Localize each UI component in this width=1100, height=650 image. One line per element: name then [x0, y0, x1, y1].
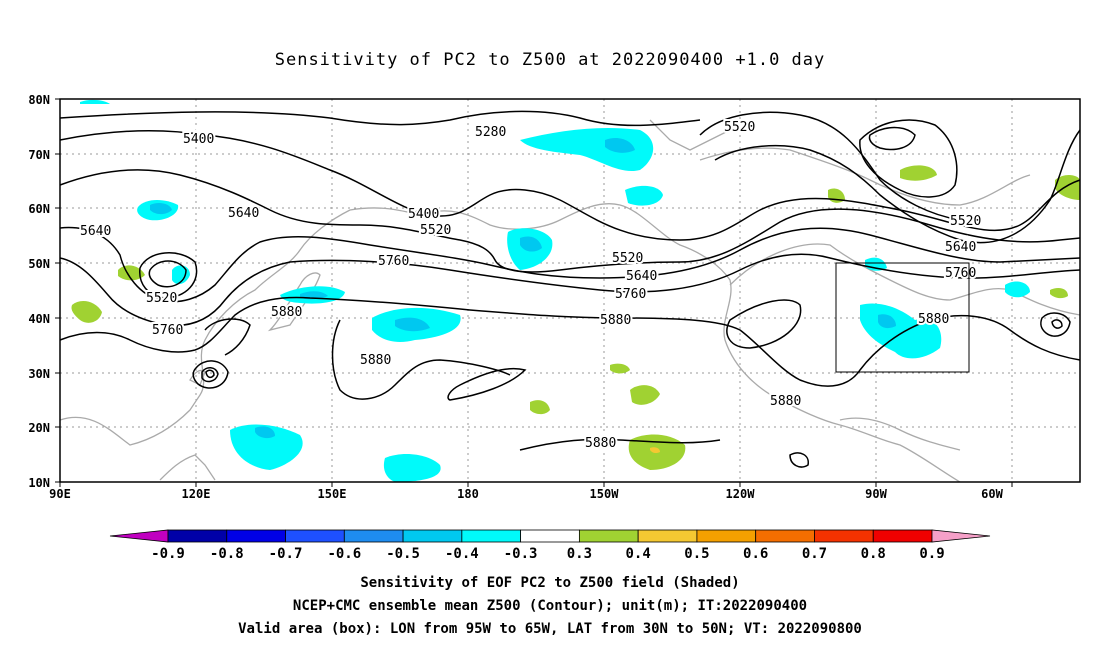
colorbar-end-right	[931, 529, 991, 543]
colorbar-tick-label: -0.8	[210, 546, 244, 562]
contour-label: 5760	[945, 266, 976, 281]
lat-label-40n: 40N	[28, 312, 50, 326]
contour-label: 5520	[724, 120, 755, 135]
contour-label: 5520	[612, 251, 643, 266]
colorbar-segment	[872, 529, 933, 543]
lon-label-120w: 120W	[726, 487, 756, 501]
contour-label: 5640	[228, 206, 259, 221]
gridlines	[60, 99, 1080, 482]
map-area	[60, 99, 1080, 482]
colorbar-tick-label: -0.3	[504, 546, 538, 562]
longitude-labels: 90E 120E 150E 180 150W 120W 90W 60W	[49, 487, 1003, 501]
contour-label: 5880	[360, 353, 391, 368]
contour-label: 5520	[146, 291, 177, 306]
colorbar-tick-label: 0.5	[684, 546, 709, 562]
colorbar-segment	[461, 529, 522, 543]
latitude-labels: 80N 70N 60N 50N 40N 30N 20N 10N	[28, 93, 50, 490]
tick-marks	[55, 98, 1013, 487]
contour-label: 5280	[475, 125, 506, 140]
contour-label: 5880	[918, 312, 949, 327]
colorbar-segment	[343, 529, 404, 543]
colorbar-tick-label: 0.3	[567, 546, 592, 562]
colorbar-tick-label: 0.6	[743, 546, 768, 562]
lat-label-30n: 30N	[28, 367, 50, 381]
contour-label: 5640	[80, 224, 111, 239]
lon-label-90w: 90W	[865, 487, 887, 501]
contour-label: 5880	[585, 436, 616, 451]
colorbar-tick-label: -0.9	[151, 546, 185, 562]
lat-label-10n: 10N	[28, 476, 50, 490]
lat-label-60n: 60N	[28, 202, 50, 216]
colorbar-segment	[285, 529, 345, 543]
sensitivity-shading	[71, 99, 1080, 482]
colorbar-tick-label: 0.4	[626, 546, 651, 562]
lon-label-120e: 120E	[182, 487, 211, 501]
lon-label-60w: 60W	[981, 487, 1003, 501]
contour-label: 5640	[626, 269, 657, 284]
lat-label-70n: 70N	[28, 148, 50, 162]
colorbar-tick-label: 0.7	[802, 546, 827, 562]
contour-label: 5640	[945, 240, 976, 255]
lon-label-180: 180	[457, 487, 479, 501]
contour-label: 5520	[950, 214, 981, 229]
colorbar-labels: -0.9 -0.8 -0.7 -0.6 -0.5 -0.4 -0.3 0.3 0.4 0.5 0.6…	[151, 546, 945, 562]
contour-label: 5400	[408, 207, 439, 222]
contour-label: 5880	[271, 305, 302, 320]
map-frame	[59, 98, 1081, 483]
colorbar-tick-label: 0.9	[919, 546, 944, 562]
colorbar-end-left	[109, 529, 169, 543]
contour-label: 5400	[183, 132, 214, 147]
colorbar-segment	[814, 529, 874, 543]
colorbar-segment	[637, 529, 698, 543]
caption-valid-area: Valid area (box): LON from 95W to 65W, L…	[238, 621, 862, 637]
caption-contour: NCEP+CMC ensemble mean Z500 (Contour); u…	[292, 598, 808, 614]
caption-shading: Sensitivity of EOF PC2 to Z500 field (Sh…	[360, 575, 740, 591]
contour-label: 5760	[378, 254, 409, 269]
colorbar-segment	[696, 529, 757, 543]
lon-label-150e: 150E	[318, 487, 347, 501]
colorbar-tick-label: -0.7	[269, 546, 303, 562]
colorbar-segment	[520, 529, 580, 543]
contour-label: 5760	[152, 323, 183, 338]
lon-label-150w: 150W	[590, 487, 620, 501]
valid-area-box	[835, 262, 970, 373]
z500-contours	[59, 110, 1081, 468]
colorbar-segment	[167, 529, 228, 543]
colorbar-tick-label: -0.6	[327, 546, 361, 562]
colorbar-segment	[755, 529, 815, 543]
colorbar-segment	[578, 529, 639, 543]
colorbar-segment	[402, 529, 463, 543]
contour-label: 5880	[770, 394, 801, 409]
lon-label-90e: 90E	[49, 487, 71, 501]
contour-label: 5520	[420, 223, 451, 238]
lat-label-50n: 50N	[28, 257, 50, 271]
colorbar-tick-label: -0.4	[445, 546, 479, 562]
lat-label-20n: 20N	[28, 421, 50, 435]
colorbar-segment	[226, 529, 286, 543]
map-title: Sensitivity of PC2 to Z500 at 2022090400…	[274, 50, 826, 70]
contour-label: 5760	[615, 287, 646, 302]
colorbar-tick-label: -0.5	[386, 546, 420, 562]
colorbar-tick-label: 0.8	[861, 546, 886, 562]
colorbar	[109, 529, 991, 543]
lat-label-80n: 80N	[28, 93, 50, 107]
contour-label: 5880	[600, 313, 631, 328]
